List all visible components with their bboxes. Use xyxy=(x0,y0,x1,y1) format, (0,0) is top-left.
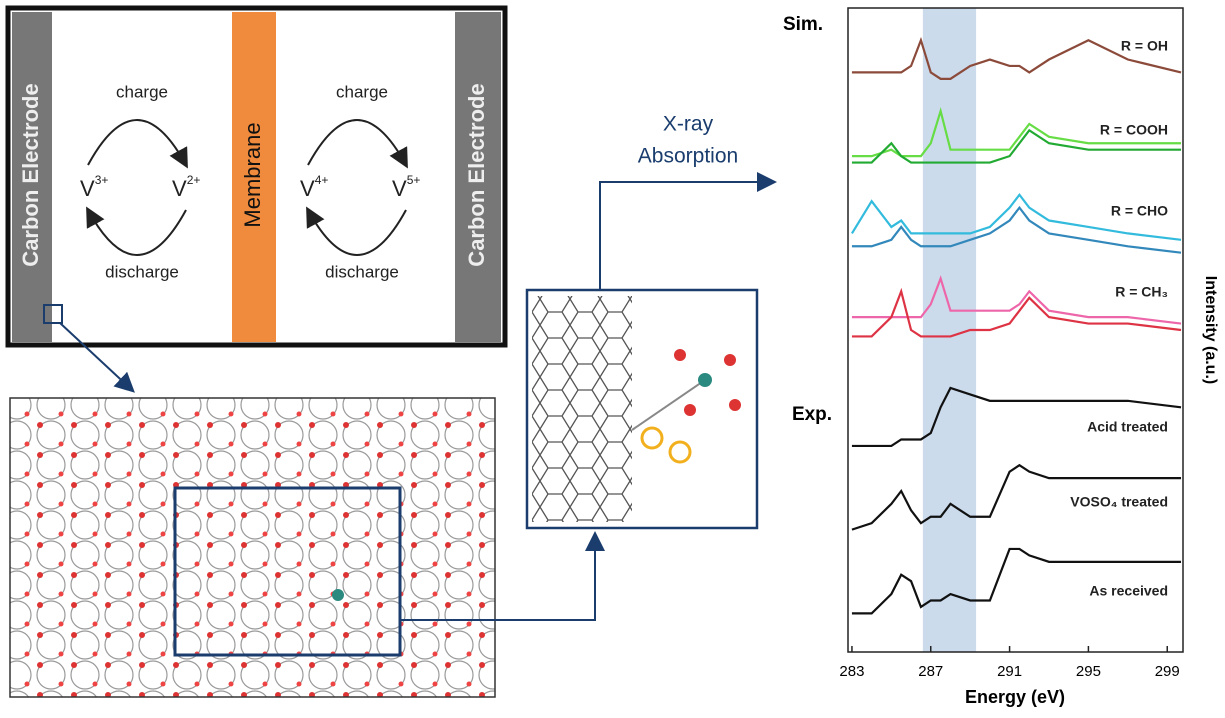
section-label: Exp. xyxy=(792,404,832,425)
curve-label: R = CHO xyxy=(1111,203,1168,219)
electrode-label: Carbon Electrode xyxy=(18,83,43,266)
curve-label: R = CH₃ xyxy=(1115,284,1168,300)
curve-label: VOSO₄ treated xyxy=(1070,494,1168,510)
x-tick-label: 283 xyxy=(839,663,864,680)
ion-charge: 3+ xyxy=(95,173,109,187)
spectra-chart: Sim. Exp. Energy (eV) Intensity (a.u.) 2… xyxy=(783,8,1219,707)
ion-charge: 2+ xyxy=(187,173,201,187)
curve-label: As received xyxy=(1089,583,1168,599)
xray-label: X-ray xyxy=(663,113,714,136)
curve-label: Acid treated xyxy=(1087,419,1168,435)
spectrum-curve xyxy=(852,388,1181,446)
flow-arrow xyxy=(600,182,773,290)
md-snapshot xyxy=(10,398,495,697)
ion-base: V xyxy=(172,176,187,201)
section-label: Sim. xyxy=(783,14,823,35)
y-axis-label: Intensity (a.u.) xyxy=(1202,276,1219,384)
charge-label: charge xyxy=(336,82,388,101)
spectrum-curve xyxy=(852,549,1181,613)
x-tick-label: 299 xyxy=(1155,663,1180,680)
figure: Carbon Electrode Carbon Electrode Membra… xyxy=(0,0,1225,713)
ion-charge: 5+ xyxy=(407,173,421,187)
discharge-label: discharge xyxy=(105,262,179,281)
curve-label: R = COOH xyxy=(1100,122,1168,138)
molecular-model xyxy=(527,290,757,528)
xray-label: Absorption xyxy=(638,145,738,168)
x-tick-label: 287 xyxy=(918,663,943,680)
membrane-label: Membrane xyxy=(240,122,265,227)
ion-base: V xyxy=(392,176,407,201)
curve-label: R = OH xyxy=(1121,38,1168,54)
x-tick-label: 291 xyxy=(997,663,1022,680)
battery-schematic: Carbon Electrode Carbon Electrode Membra… xyxy=(8,8,505,345)
charge-label: charge xyxy=(116,82,168,101)
x-axis-label: Energy (eV) xyxy=(965,687,1065,707)
plot-frame xyxy=(848,8,1183,652)
ion-base: V xyxy=(300,176,315,201)
ion-charge: 4+ xyxy=(315,173,329,187)
ion-base: V xyxy=(80,176,95,201)
electrode-label: Carbon Electrode xyxy=(464,83,489,266)
x-tick-label: 295 xyxy=(1076,663,1101,680)
discharge-label: discharge xyxy=(325,262,399,281)
